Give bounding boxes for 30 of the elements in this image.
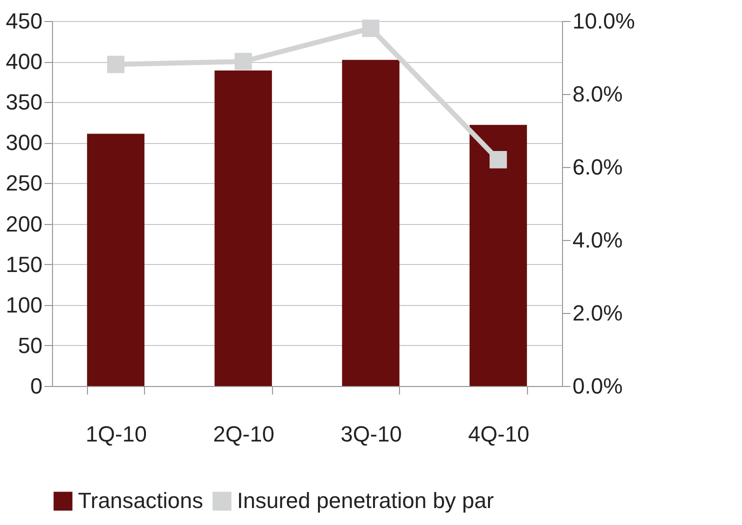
legend-label: Insured penetration by par: [237, 488, 494, 514]
y-tick-label: 300: [6, 130, 42, 156]
legend-label: Transactions: [78, 488, 204, 514]
x-tick-label: 3Q-10: [340, 422, 402, 446]
point: [107, 56, 124, 74]
y-tick-label: 450: [6, 8, 42, 34]
y-tick-label: 350: [6, 90, 42, 115]
y-tick-label: 150: [6, 252, 42, 277]
point: [362, 20, 380, 37]
y2-tick-label: 6.0%: [572, 154, 623, 180]
bar: [342, 60, 400, 386]
x-tick-label: 4Q-10: [468, 422, 530, 446]
x-tick-label: 2Q-10: [213, 422, 274, 446]
y2-tick-label: 10.0%: [572, 8, 635, 34]
y2-tick-label: 2.0%: [572, 300, 623, 326]
y2-tick-label: 4.0%: [572, 228, 623, 252]
bar: [214, 70, 272, 386]
y2-tick-label: 0.0%: [572, 374, 623, 398]
y-tick-label: 0: [30, 374, 42, 398]
y-tick-label: 100: [6, 292, 42, 318]
y2-tick-label: 8.0%: [572, 82, 623, 106]
y-tick-label: 250: [6, 170, 42, 196]
y-tick-label: 50: [18, 332, 42, 358]
y-tick-label: 400: [6, 49, 42, 74]
bar: [87, 134, 144, 386]
point: [234, 52, 252, 70]
x-tick-label: 1Q-10: [86, 422, 147, 446]
point: [490, 151, 507, 168]
bar: [470, 124, 527, 386]
y-tick-label: 200: [6, 211, 42, 236]
